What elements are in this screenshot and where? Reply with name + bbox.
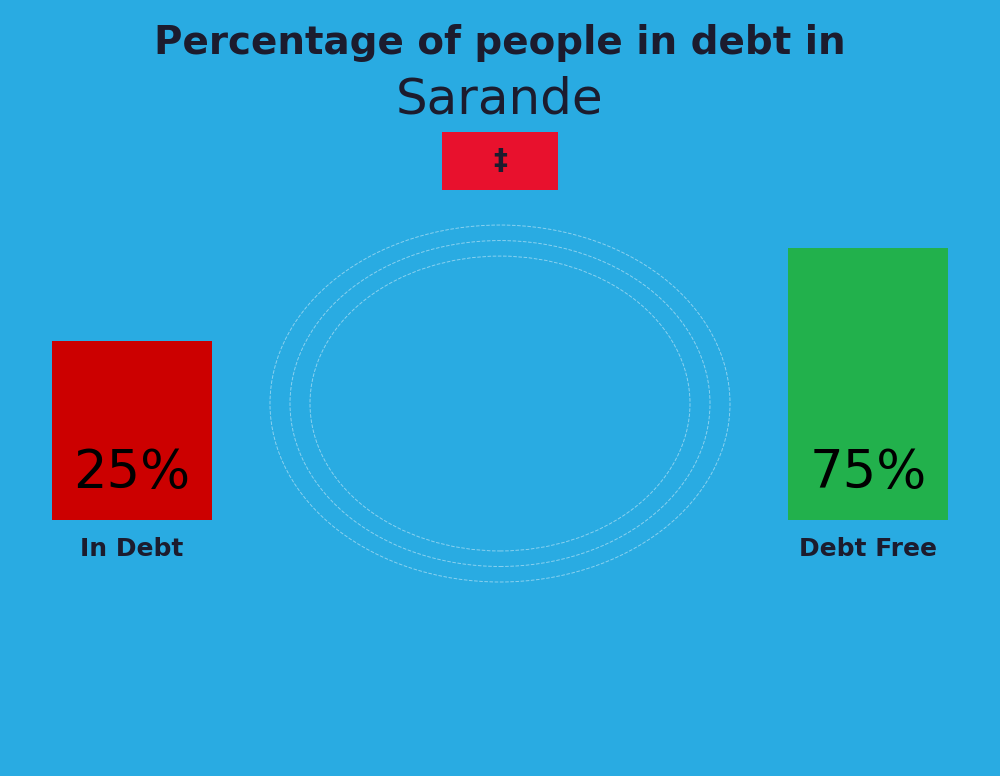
FancyBboxPatch shape	[52, 341, 212, 520]
Text: Percentage of people in debt in: Percentage of people in debt in	[154, 24, 846, 61]
Text: In Debt: In Debt	[80, 538, 184, 561]
Text: 75%: 75%	[809, 447, 927, 500]
Text: Debt Free: Debt Free	[799, 538, 937, 561]
Text: Sarande: Sarande	[396, 75, 604, 123]
Text: 25%: 25%	[73, 447, 191, 500]
Text: ‡: ‡	[493, 147, 507, 175]
FancyBboxPatch shape	[788, 248, 948, 520]
FancyBboxPatch shape	[442, 132, 558, 190]
